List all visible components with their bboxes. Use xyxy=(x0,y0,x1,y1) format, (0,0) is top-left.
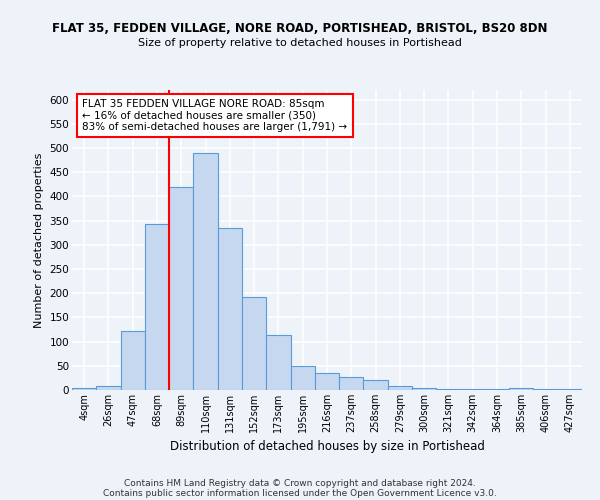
Text: FLAT 35 FEDDEN VILLAGE NORE ROAD: 85sqm
← 16% of detached houses are smaller (35: FLAT 35 FEDDEN VILLAGE NORE ROAD: 85sqm … xyxy=(82,99,347,132)
Bar xyxy=(364,380,388,390)
Bar xyxy=(266,336,290,390)
Text: Contains HM Land Registry data © Crown copyright and database right 2024.: Contains HM Land Registry data © Crown c… xyxy=(124,478,476,488)
Bar xyxy=(218,228,242,390)
Bar xyxy=(96,386,121,390)
Bar xyxy=(193,153,218,390)
Bar xyxy=(169,187,193,390)
Bar xyxy=(290,366,315,390)
Bar xyxy=(461,388,485,390)
Bar xyxy=(145,224,169,390)
Bar xyxy=(412,388,436,390)
Bar xyxy=(533,388,558,390)
Text: Contains public sector information licensed under the Open Government Licence v3: Contains public sector information licen… xyxy=(103,488,497,498)
Bar xyxy=(558,388,582,390)
Bar xyxy=(315,373,339,390)
Bar xyxy=(485,389,509,390)
Bar xyxy=(72,388,96,390)
Bar xyxy=(388,386,412,390)
X-axis label: Distribution of detached houses by size in Portishead: Distribution of detached houses by size … xyxy=(170,440,484,454)
Y-axis label: Number of detached properties: Number of detached properties xyxy=(34,152,44,328)
Bar xyxy=(242,296,266,390)
Bar xyxy=(509,388,533,390)
Bar xyxy=(121,331,145,390)
Text: FLAT 35, FEDDEN VILLAGE, NORE ROAD, PORTISHEAD, BRISTOL, BS20 8DN: FLAT 35, FEDDEN VILLAGE, NORE ROAD, PORT… xyxy=(52,22,548,36)
Bar xyxy=(436,388,461,390)
Text: Size of property relative to detached houses in Portishead: Size of property relative to detached ho… xyxy=(138,38,462,48)
Bar xyxy=(339,377,364,390)
